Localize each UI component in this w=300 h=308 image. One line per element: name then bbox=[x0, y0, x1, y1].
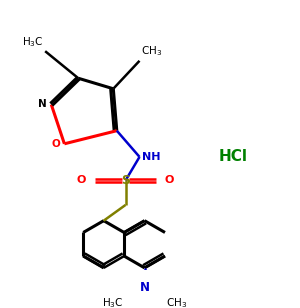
Text: NH: NH bbox=[142, 152, 160, 162]
Text: $\mathregular{CH_3}$: $\mathregular{CH_3}$ bbox=[141, 44, 163, 58]
Text: O: O bbox=[77, 176, 86, 185]
Text: S: S bbox=[121, 174, 130, 187]
Text: $\mathregular{H_3C}$: $\mathregular{H_3C}$ bbox=[22, 35, 44, 49]
Text: HCl: HCl bbox=[218, 149, 247, 164]
Text: N: N bbox=[140, 281, 150, 294]
Text: $\mathregular{H_3C}$: $\mathregular{H_3C}$ bbox=[102, 296, 124, 308]
Text: O: O bbox=[51, 139, 60, 149]
Text: N: N bbox=[38, 99, 47, 109]
Text: O: O bbox=[165, 176, 174, 185]
Text: $\mathregular{CH_3}$: $\mathregular{CH_3}$ bbox=[166, 296, 187, 308]
